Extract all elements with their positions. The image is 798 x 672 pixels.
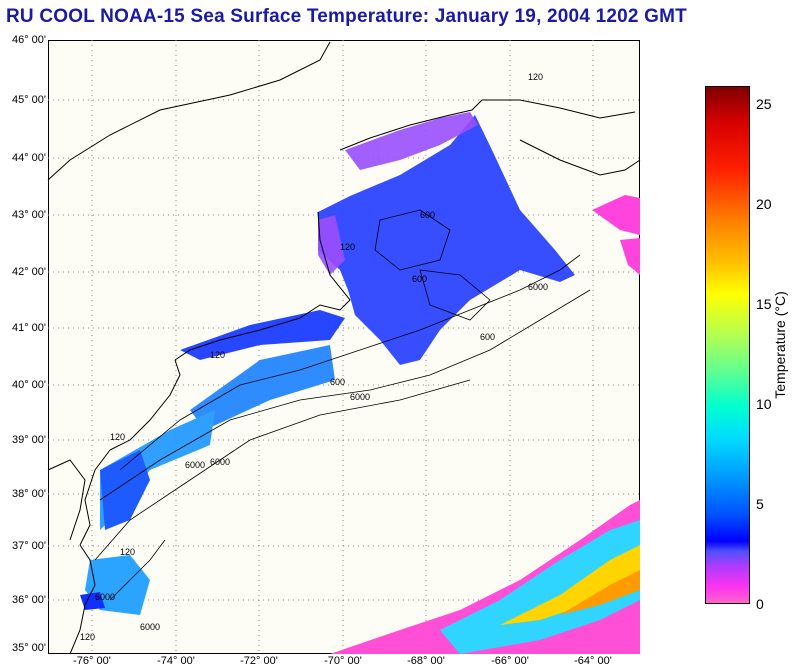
colorbar-tick: 0 [756,596,764,612]
sst-swath-hatteras [80,555,150,615]
lat-label: 40° 00' [11,379,46,391]
sst-swath-cold-coast [318,112,478,275]
contour-label: 120 [340,242,355,252]
lat-label: 39° 00' [11,434,46,446]
lat-label: 36° 00' [11,594,46,606]
lat-label: 46° 00' [11,34,46,46]
lat-label: 42° 00' [11,266,46,278]
colorbar-tick: 5 [756,496,764,512]
sst-swath-long-island [180,310,345,360]
colorbar-tick: 10 [756,396,772,412]
coastline [47,41,641,655]
contour-label: 6000 [210,457,230,467]
contour-label: 120 [110,432,125,442]
lon-label: -76° 00' [73,655,111,667]
lat-label: 37° 00' [11,540,46,552]
contour-label: 6000 [528,282,548,292]
contour-label: 120 [528,72,543,82]
sst-swath-scotian-shelf [592,195,640,275]
bathymetry-contours [94,209,591,601]
colorbar-tick: 25 [756,96,772,112]
sst-swath-gulf-stream [330,500,640,654]
sst-swath-shelf [100,345,335,530]
contour-label: 6000 [140,622,160,632]
colorbar-label: Temperature (°C) [772,291,788,399]
colorbar-tick: 15 [756,296,772,312]
contour-labels: 120 600 6000 120 600 6000 600 120 6000 6… [80,72,548,642]
map-title: RU COOL NOAA-15 Sea Surface Temperature:… [6,6,687,27]
contour-label: 600 [412,274,427,284]
contour-label: 600 [480,332,495,342]
lat-label: 43° 00' [11,209,46,221]
contour-label: 6000 [185,460,205,470]
contour-label: 6000 [350,392,370,402]
lat-label: 38° 00' [11,488,46,500]
contour-label: 6000 [95,592,115,602]
colorbar-tick: 20 [756,196,772,212]
lat-label: 45° 00' [11,94,46,106]
lon-label: -74° 00' [157,655,195,667]
lon-label: -64° 00' [574,655,612,667]
contour-label: 600 [330,377,345,387]
lon-label: -70° 00' [324,655,362,667]
contour-label: 120 [80,632,95,642]
contour-label: 600 [420,210,435,220]
contour-label: 120 [120,547,135,557]
lon-label: -66° 00' [491,655,529,667]
lon-label: -72° 00' [240,655,278,667]
lat-label: 41° 00' [11,322,46,334]
contour-label: 120 [210,350,225,360]
sst-map [48,40,640,654]
lat-label: 35° 00' [11,642,46,654]
lon-label: -68° 00' [407,655,445,667]
lat-label: 44° 00' [11,152,46,164]
temperature-colorbar [705,86,750,604]
